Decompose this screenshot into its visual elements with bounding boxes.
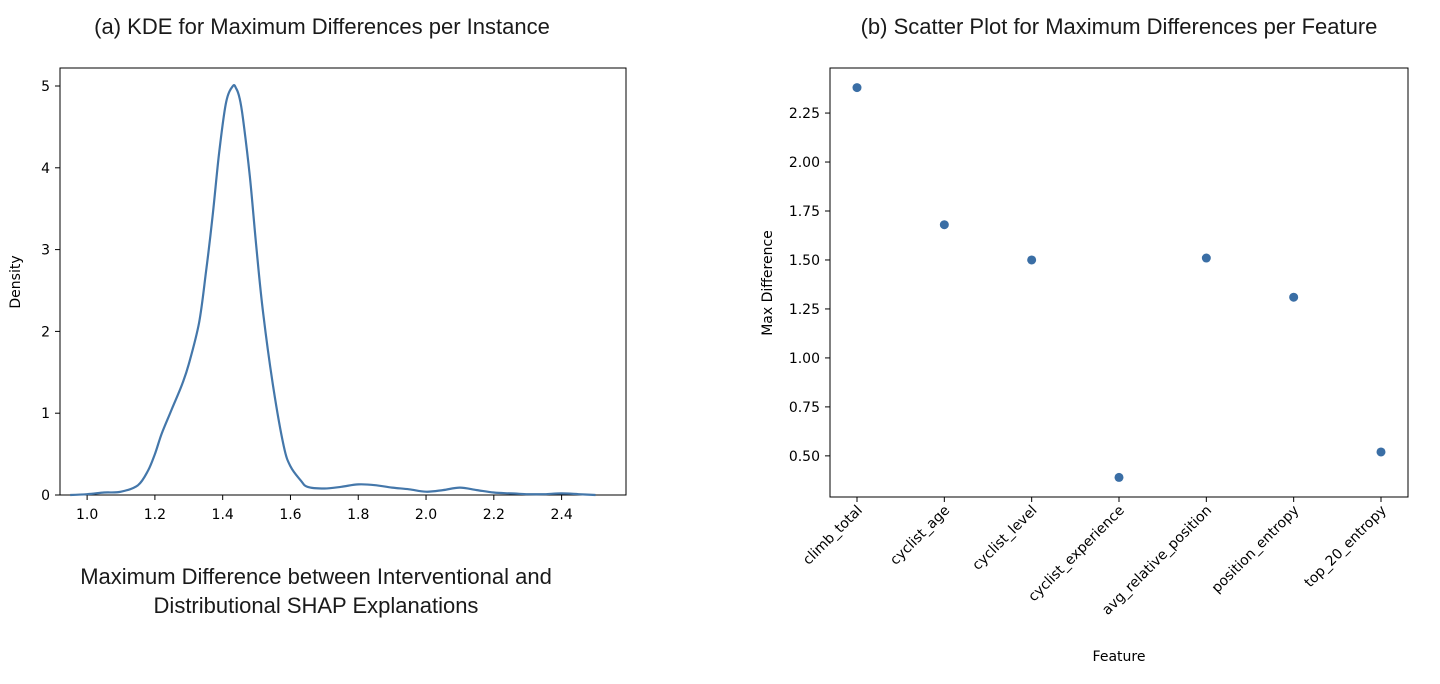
kde-x-tick-label: 2.2 xyxy=(483,507,505,523)
scatter-y-tick-label: 1.50 xyxy=(789,253,820,269)
kde-x-tick-label: 2.4 xyxy=(550,507,572,523)
scatter-chart: (b) Scatter Plot for Maximum Differences… xyxy=(760,14,1409,665)
kde-x-tick-label: 1.0 xyxy=(76,507,98,523)
kde-y-ticks: 0 1 2 3 4 5 xyxy=(41,79,60,504)
scatter-chart-title: (b) Scatter Plot for Maximum Differences… xyxy=(861,14,1378,39)
kde-chart-title: (a) KDE for Maximum Differences per Inst… xyxy=(94,14,550,39)
scatter-x-tick-label: cyclist_age xyxy=(887,503,953,569)
kde-y-axis-label: Density xyxy=(8,255,24,308)
kde-x-axis-label-line2: Distributional SHAP Explanations xyxy=(154,593,479,618)
scatter-y-tick-label: 1.25 xyxy=(789,302,820,318)
kde-x-tick-label: 1.2 xyxy=(144,507,166,523)
kde-x-tick-label: 1.4 xyxy=(212,507,234,523)
scatter-plot-frame xyxy=(829,67,1409,498)
scatter-y-ticks: 0.50 0.75 1.00 1.25 1.50 1.75 2.00 2.25 xyxy=(789,106,830,465)
scatter-point xyxy=(939,220,949,230)
scatter-x-tick-label: climb_total xyxy=(800,503,866,569)
scatter-point xyxy=(1114,472,1124,482)
kde-x-tick-label: 1.6 xyxy=(279,507,301,523)
scatter-y-tick-label: 1.00 xyxy=(789,351,820,367)
kde-plot-frame xyxy=(59,67,627,496)
kde-y-tick-label: 5 xyxy=(41,79,50,95)
scatter-points xyxy=(852,83,1386,482)
scatter-point xyxy=(1376,447,1386,457)
kde-x-axis-label-line1: Maximum Difference between Interventiona… xyxy=(80,564,552,589)
kde-y-tick-label: 2 xyxy=(41,324,50,340)
scatter-y-tick-label: 1.75 xyxy=(789,204,820,220)
scatter-y-tick-label: 2.25 xyxy=(789,106,820,122)
scatter-y-tick-label: 2.00 xyxy=(789,155,820,171)
scatter-x-tick-label: top_20_entropy xyxy=(1301,503,1389,591)
scatter-y-axis-label: Max Difference xyxy=(760,230,776,336)
kde-y-tick-label: 1 xyxy=(41,406,50,422)
scatter-point xyxy=(1201,253,1211,263)
kde-y-tick-label: 3 xyxy=(41,243,50,259)
kde-y-tick-label: 0 xyxy=(41,488,50,504)
scatter-x-tick-label: cyclist_level xyxy=(969,503,1040,574)
scatter-point xyxy=(1289,292,1299,302)
kde-chart: (a) KDE for Maximum Differences per Inst… xyxy=(8,14,627,618)
kde-y-tick-label: 4 xyxy=(41,161,50,177)
kde-density-line xyxy=(70,84,596,497)
scatter-x-tick-label: position_entropy xyxy=(1209,503,1303,597)
scatter-point xyxy=(852,83,862,93)
scatter-point xyxy=(1027,255,1037,265)
scatter-y-tick-label: 0.75 xyxy=(789,400,820,416)
kde-x-tick-label: 2.0 xyxy=(415,507,437,523)
kde-x-ticks: 1.0 1.2 1.4 1.6 1.8 2.0 2.2 2.4 xyxy=(76,495,573,523)
kde-x-tick-label: 1.8 xyxy=(347,507,369,523)
scatter-x-axis-label: Feature xyxy=(1093,649,1146,665)
scatter-y-tick-label: 0.50 xyxy=(789,449,820,465)
scatter-x-tick-label: cyclist_experience xyxy=(1025,503,1127,605)
scatter-x-ticks: climb_total cyclist_age cyclist_levelcycli… xyxy=(800,497,1390,618)
